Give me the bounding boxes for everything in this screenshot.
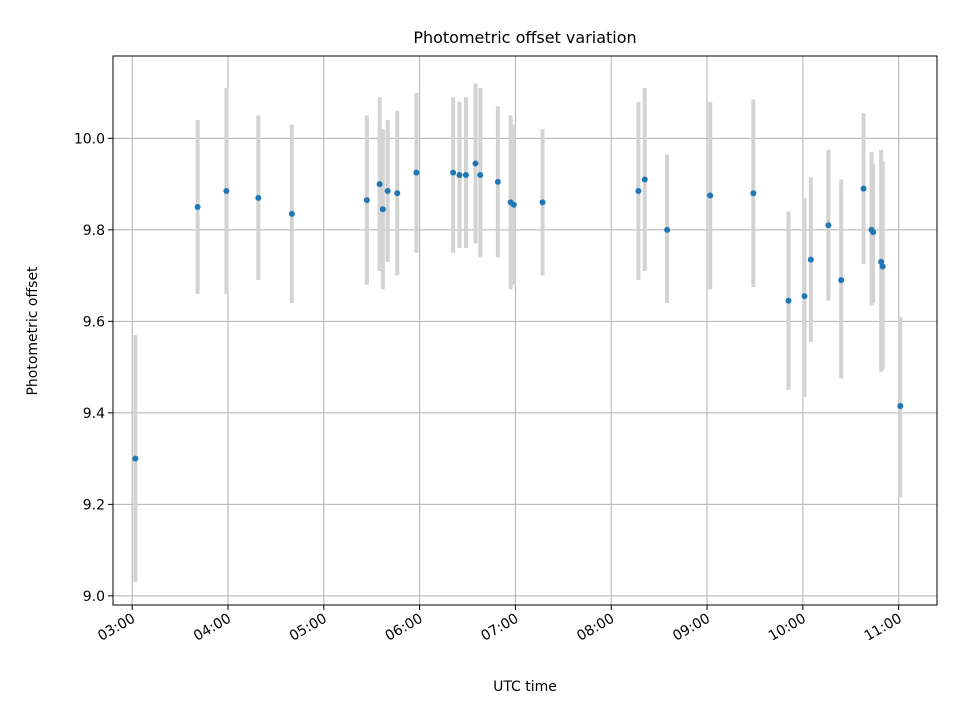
data-point (838, 277, 845, 284)
data-point (456, 171, 463, 178)
y-tick-label: 9.0 (83, 589, 105, 605)
plot-frame (112, 55, 938, 606)
data-point (379, 206, 386, 213)
data-point (494, 178, 501, 185)
data-point (878, 258, 885, 265)
data-point (394, 190, 401, 197)
data-point (223, 187, 230, 194)
data-point (801, 293, 808, 300)
y-tick-label: 9.8 (83, 223, 105, 239)
data-point (825, 222, 832, 229)
data-point (785, 297, 792, 304)
data-point (870, 229, 877, 236)
data-point (363, 197, 370, 204)
data-point (450, 169, 457, 176)
data-points (132, 160, 904, 462)
data-point (664, 226, 671, 233)
data-point (376, 181, 383, 188)
data-point (707, 192, 714, 199)
data-point (539, 199, 546, 206)
data-point (413, 169, 420, 176)
data-point (288, 210, 295, 217)
data-point (132, 455, 139, 462)
grid (113, 56, 937, 605)
y-axis-label: Photometric offset (25, 266, 41, 396)
data-point (641, 176, 648, 183)
y-tick-label: 9.4 (83, 406, 105, 422)
data-point (635, 187, 642, 194)
data-point (194, 203, 201, 210)
data-point (860, 185, 867, 192)
y-tick-label: 9.2 (83, 497, 105, 513)
y-tick-label: 9.6 (83, 314, 105, 330)
data-point (897, 402, 904, 409)
data-point (255, 194, 262, 201)
data-point (462, 171, 469, 178)
data-point (384, 187, 391, 194)
data-point (879, 263, 886, 270)
x-axis-label: UTC time (493, 679, 557, 695)
y-axis: 9.0 9.2 9.4 9.6 9.8 10.0 (74, 131, 113, 605)
data-point (477, 171, 484, 178)
data-point (807, 256, 814, 263)
data-point (510, 201, 517, 208)
data-point (472, 160, 479, 167)
y-tick-label: 10.0 (74, 131, 105, 147)
chart-title: Photometric offset variation (413, 28, 636, 47)
data-point (750, 190, 757, 197)
